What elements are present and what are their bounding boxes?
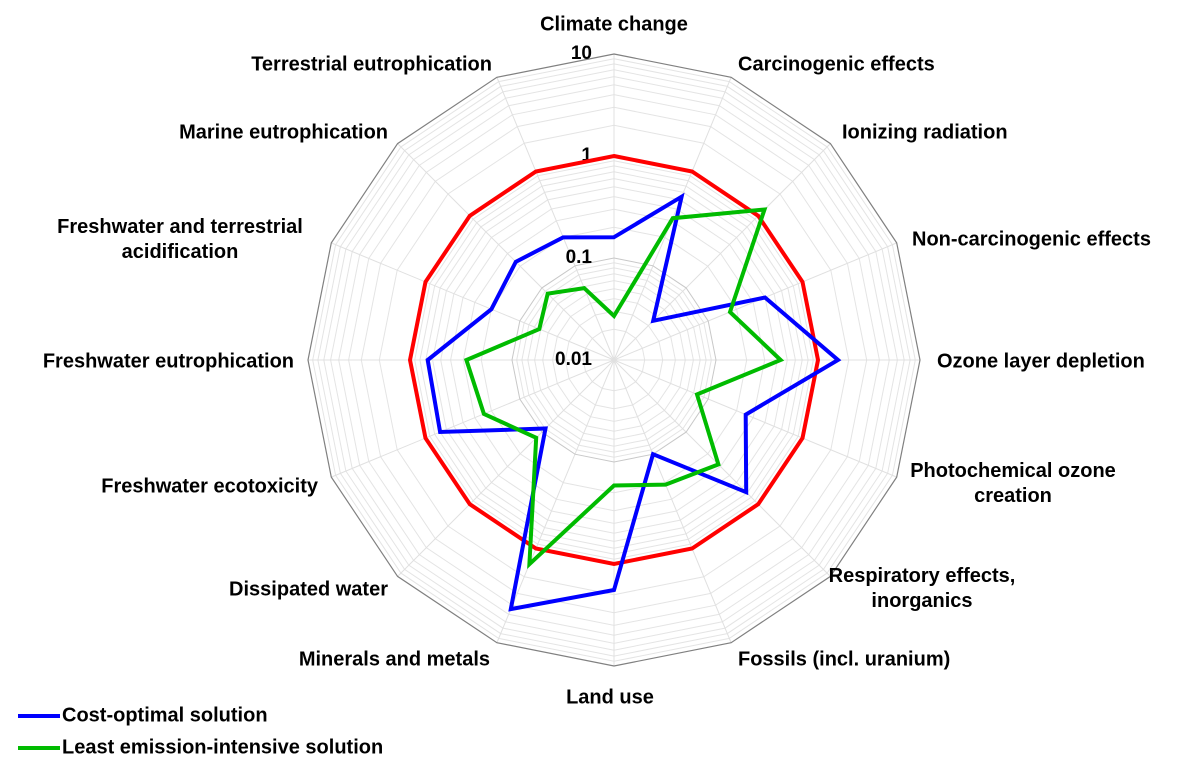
- spoke: [613, 359, 831, 577]
- category-label: Climate change: [540, 13, 688, 35]
- grid-line: [307, 53, 921, 667]
- category-label: Fossils (incl. uranium): [738, 648, 950, 670]
- spoke: [397, 143, 615, 361]
- r-tick-label: 0.01: [555, 349, 592, 370]
- category-label: Dissipated water: [229, 578, 388, 600]
- category-label: Photochemical ozone creation: [910, 460, 1116, 507]
- category-label: Land use: [566, 686, 654, 708]
- category-label: Carcinogenic effects: [738, 53, 935, 75]
- series-line: [425, 192, 842, 612]
- legend-label: Least emission-intensive solution: [62, 736, 383, 758]
- spoke: [496, 359, 615, 643]
- category-label: Freshwater ecotoxicity: [101, 475, 319, 497]
- spoke: [496, 77, 615, 361]
- category-label: Freshwater and terrestrial acidification: [57, 216, 303, 263]
- category-label: Ozone layer depletion: [937, 350, 1145, 372]
- category-label: Terrestrial eutrophication: [251, 53, 492, 75]
- spoke: [613, 359, 897, 478]
- series-line: [407, 153, 821, 567]
- category-label: Marine eutrophication: [179, 121, 388, 143]
- spoke: [331, 359, 615, 478]
- category-label: Minerals and metals: [299, 648, 490, 670]
- spoke: [613, 143, 831, 361]
- spoke: [397, 359, 615, 577]
- r-tick-label: 10: [571, 43, 592, 64]
- r-tick-label: 1: [581, 145, 592, 166]
- r-tick-label: 0.1: [566, 247, 593, 268]
- spoke: [331, 242, 615, 361]
- series-line: [463, 207, 785, 570]
- legend-label: Cost-optimal solution: [62, 704, 268, 726]
- category-label: Non-carcinogenic effects: [912, 228, 1151, 250]
- category-label: Freshwater eutrophication: [43, 350, 294, 372]
- spoke: [613, 359, 732, 643]
- category-label: Ionizing radiation: [842, 121, 1008, 143]
- category-label: Respiratory effects, inorganics: [829, 565, 1016, 612]
